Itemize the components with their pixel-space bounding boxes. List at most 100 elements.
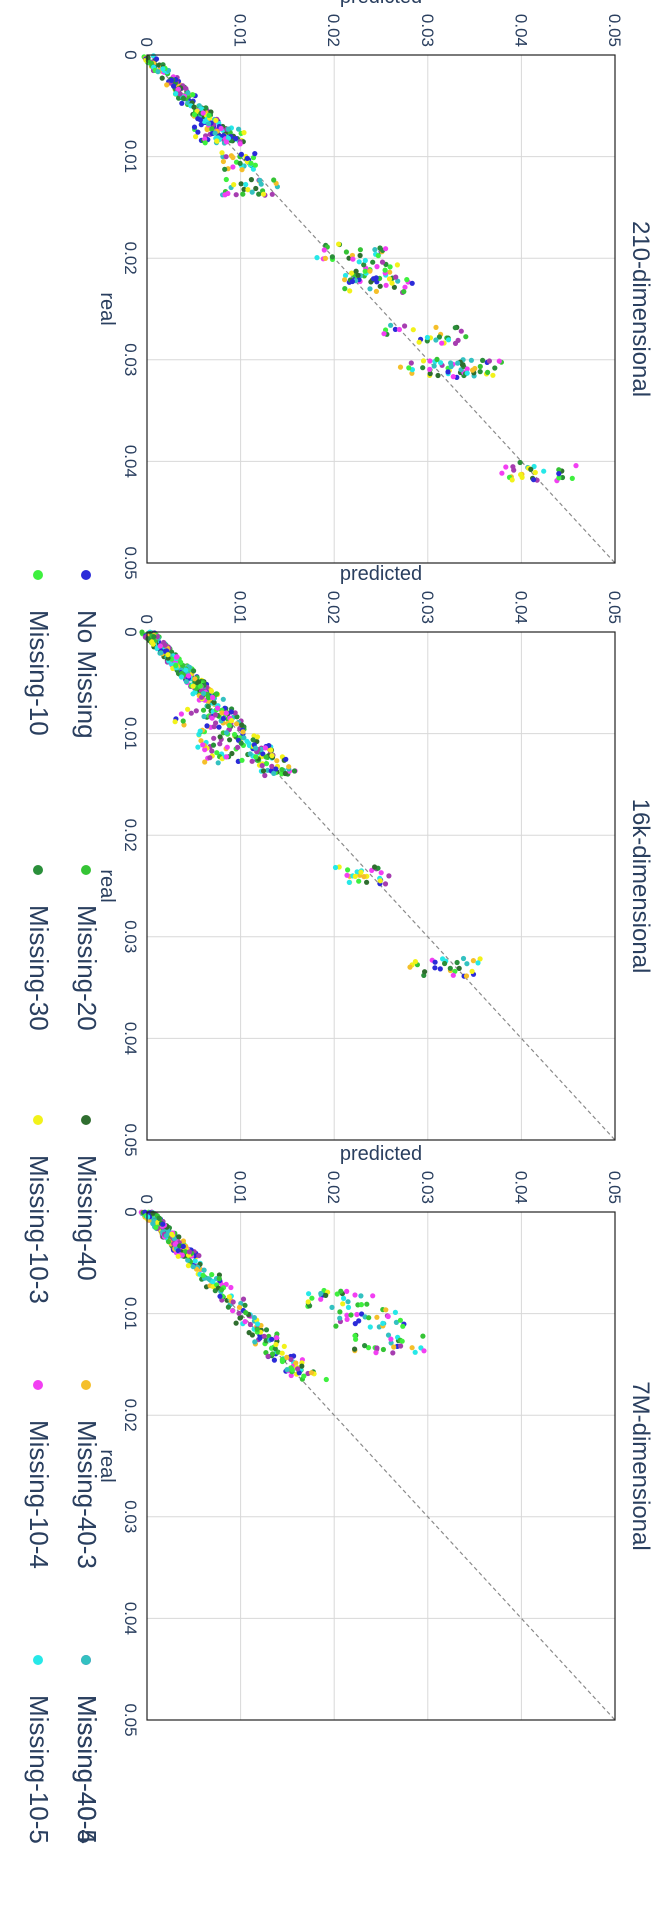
data-point: [200, 742, 206, 748]
y-axis-label: predicted: [340, 0, 422, 8]
data-point: [269, 191, 275, 197]
data-point: [185, 706, 191, 712]
points: [141, 53, 579, 484]
data-point: [198, 122, 204, 128]
data-point: [190, 92, 196, 98]
data-point: [342, 272, 349, 279]
panel-title: 7M-dimensional: [627, 1381, 654, 1550]
data-point: [215, 760, 221, 766]
data-point: [463, 973, 470, 979]
data-point: [173, 662, 179, 669]
legend-item: No Missing: [72, 570, 102, 739]
data-point: [392, 1309, 398, 1316]
data-point: [175, 86, 181, 92]
data-point: [374, 1314, 380, 1320]
data-point: [370, 259, 376, 265]
data-point: [470, 367, 476, 373]
panel-1: 0 0.01 0.02 0.03 0.04 0.05 0 0.01 0.02 0.03 0.04 0.…: [96, 563, 654, 1157]
data-point: [322, 255, 328, 261]
data-point: [209, 126, 215, 132]
x-tick-label: 0.01: [121, 717, 140, 750]
data-point: [295, 1366, 301, 1372]
data-point: [185, 90, 191, 96]
data-point: [198, 738, 204, 744]
data-point: [197, 728, 203, 734]
data-point: [244, 155, 250, 161]
data-point: [185, 1257, 191, 1263]
data-point: [233, 1320, 239, 1326]
data-point: [499, 470, 505, 476]
data-point: [385, 1332, 392, 1338]
data-point: [401, 289, 407, 295]
data-point: [219, 710, 225, 716]
data-point: [442, 960, 448, 967]
data-point: [361, 874, 367, 880]
data-point: [180, 718, 186, 724]
data-point: [163, 1233, 169, 1239]
data-point: [432, 959, 438, 965]
legend-marker: [33, 570, 43, 580]
data-point: [531, 477, 537, 483]
data-point: [427, 366, 433, 372]
data-point: [223, 730, 230, 736]
data-point: [234, 721, 240, 727]
y-tick-label: 0.02: [324, 591, 343, 624]
legend-item: Missing-10-5: [24, 1655, 54, 1844]
data-point: [217, 741, 223, 747]
data-point: [420, 358, 427, 364]
data-point: [205, 703, 211, 710]
data-point: [373, 1350, 379, 1356]
x-tick-label: 0.02: [121, 1399, 140, 1432]
data-point: [308, 1370, 315, 1376]
data-point: [408, 360, 414, 366]
data-point: [240, 1296, 247, 1302]
data-point: [251, 1315, 257, 1321]
data-point: [225, 1304, 231, 1310]
data-point: [212, 130, 218, 136]
data-point: [343, 249, 349, 255]
x-tick-label: 0.01: [121, 1297, 140, 1330]
data-point: [409, 280, 415, 286]
data-point: [257, 1335, 263, 1341]
data-point: [145, 55, 151, 61]
data-point: [556, 475, 562, 481]
data-point: [195, 744, 201, 750]
data-point: [257, 177, 263, 183]
data-point: [434, 356, 440, 362]
data-point: [183, 679, 189, 685]
data-point: [220, 158, 226, 165]
data-point: [346, 879, 352, 886]
data-point: [240, 191, 246, 197]
data-point: [573, 463, 579, 469]
data-point: [236, 1310, 242, 1316]
data-point: [477, 369, 483, 375]
data-point: [145, 636, 151, 642]
data-point: [431, 363, 437, 369]
data-point: [475, 960, 481, 966]
data-point: [183, 667, 189, 673]
data-point: [284, 1354, 290, 1361]
data-point: [252, 1339, 258, 1345]
panel-title: 16k-dimensional: [627, 799, 654, 974]
data-point: [249, 758, 255, 764]
data-point: [217, 1293, 223, 1299]
data-point: [188, 710, 194, 716]
data-point: [178, 659, 184, 666]
data-point: [272, 1346, 278, 1352]
data-point: [387, 269, 393, 275]
data-point: [383, 282, 389, 288]
points: [138, 1209, 427, 1383]
data-point: [176, 1234, 182, 1240]
data-point: [541, 468, 547, 474]
data-point: [470, 958, 476, 964]
x-axis-label: real: [96, 1449, 118, 1482]
data-point: [191, 668, 197, 674]
data-point: [407, 964, 413, 970]
x-tick-label: 0.04: [121, 1022, 140, 1055]
data-point: [314, 255, 320, 261]
data-point: [260, 751, 266, 757]
y-tick-label: 0.03: [418, 591, 437, 624]
data-point: [445, 337, 452, 343]
data-point: [356, 259, 362, 265]
data-point: [528, 466, 534, 472]
